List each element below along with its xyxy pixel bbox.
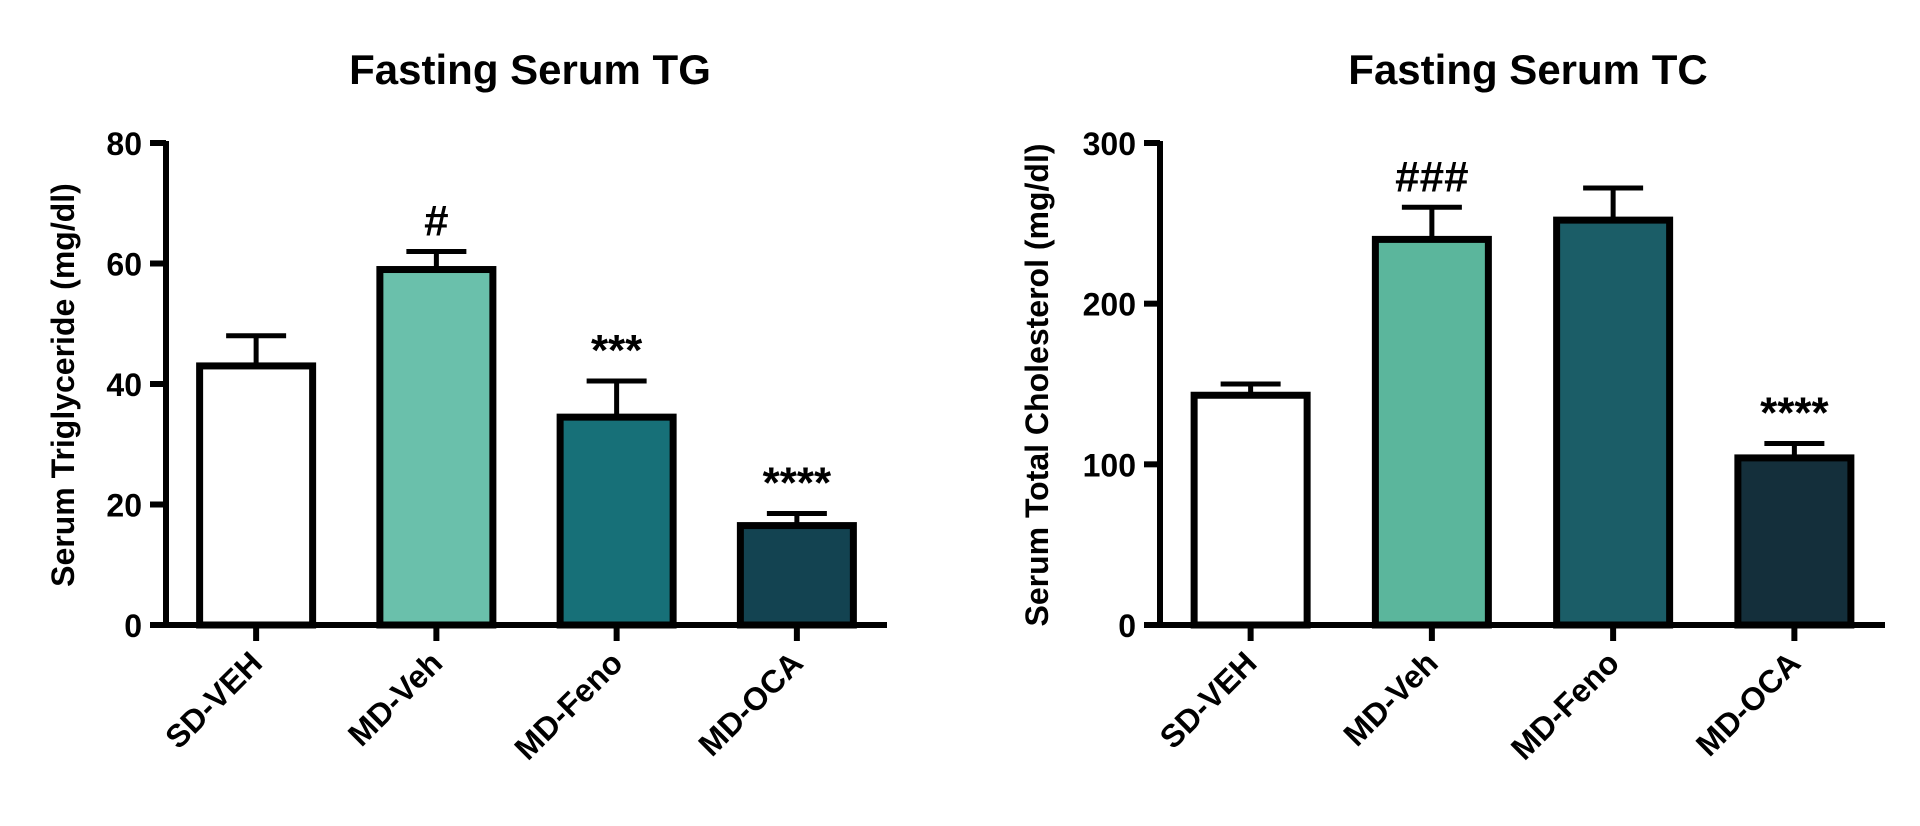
significance-label: **** (1760, 388, 1829, 437)
bar (1734, 454, 1855, 629)
chart-marks: 0 100 200 300 SD-VEH ### MD-Veh MD-Feno **** MD-O… (1083, 126, 1885, 767)
bar (196, 362, 317, 629)
significance-label: **** (763, 459, 832, 508)
y-tick-label: 0 (124, 608, 142, 644)
chart-title: Fasting Serum TC (1348, 46, 1707, 93)
significance-label: ### (1395, 152, 1468, 201)
y-tick-label: 300 (1083, 126, 1136, 162)
y-tick-label: 20 (106, 488, 142, 524)
y-tick-label: 100 (1083, 447, 1136, 483)
x-tick-label: MD-Feno (507, 644, 629, 766)
bar (736, 522, 857, 629)
significance-label: # (424, 196, 448, 245)
y-axis-label: Serum Triglyceride (mg/dl) (45, 183, 81, 587)
y-axis-label: Serum Total Cholesterol (mg/dl) (1019, 144, 1055, 627)
triglyceride-chart: Fasting Serum TG Serum Triglyceride (mg/… (45, 46, 887, 767)
bar (376, 266, 497, 629)
bar (1553, 216, 1674, 629)
x-tick-label: MD-OCA (1689, 644, 1807, 762)
y-tick-label: 80 (106, 126, 142, 162)
triglyceride-chart-svg: Fasting Serum TG Serum Triglyceride (mg/… (45, 46, 887, 767)
chart-title: Fasting Serum TG (349, 46, 711, 93)
bar (1190, 391, 1311, 629)
x-tick-label: SD-VEH (1153, 644, 1264, 755)
y-tick-label: 40 (106, 367, 142, 403)
cholesterol-chart-svg: Fasting Serum TC Serum Total Cholesterol… (1019, 46, 1885, 767)
cholesterol-chart: Fasting Serum TC Serum Total Cholesterol… (960, 0, 1920, 826)
bar (1371, 235, 1492, 629)
bar (556, 413, 677, 629)
y-tick-label: 0 (1118, 608, 1136, 644)
y-tick-label: 200 (1083, 287, 1136, 323)
x-tick-label: MD-OCA (691, 644, 809, 762)
x-tick-label: SD-VEH (158, 644, 269, 755)
x-tick-label: MD-Veh (1336, 644, 1444, 752)
x-tick-label: MD-Feno (1504, 644, 1626, 766)
chart-marks: 0 20 40 60 80 SD-VEH # MD-Veh *** MD-Feno **** MD-O… (106, 126, 887, 767)
y-tick-label: 60 (106, 247, 142, 283)
x-tick-label: MD-Veh (341, 644, 449, 752)
significance-label: *** (591, 326, 643, 375)
